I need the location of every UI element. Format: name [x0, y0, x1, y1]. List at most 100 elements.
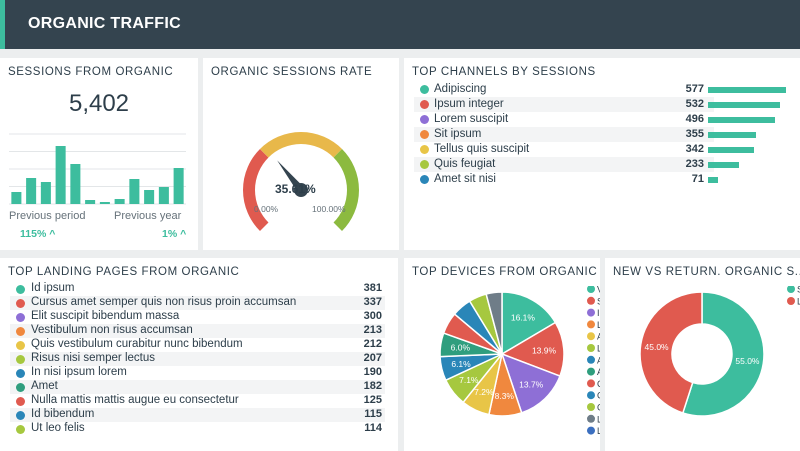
- row-stripe: [10, 408, 385, 422]
- newret-panel: NEW VS RETURN. ORGANIC S... 55.0% 45.0% SL: [605, 258, 800, 451]
- landing-value: 114: [364, 422, 382, 434]
- gauge-band: [259, 132, 343, 158]
- legend-label: A: [597, 332, 600, 342]
- pie-slice: [501, 291, 557, 356]
- gauge-hub: [294, 183, 308, 197]
- landing-label: Amet: [31, 380, 58, 392]
- channel-dot: [420, 100, 429, 109]
- pie-label: 7.2%: [474, 387, 494, 397]
- sessions-value: 5,402: [68, 90, 130, 117]
- pie-slice: [485, 291, 503, 355]
- legend-dot: [587, 367, 595, 376]
- previous-period-label: Previous period: [9, 210, 86, 222]
- landing-label: Id bibendum: [31, 408, 95, 420]
- pie-label: 6.1%: [451, 359, 471, 369]
- landing-label: Elit suscipit bibendum massa: [31, 310, 180, 322]
- landing-label: Cursus amet semper quis non risus proin …: [31, 296, 297, 308]
- landing-value: 381: [363, 282, 382, 294]
- channel-dot: [420, 160, 429, 169]
- landing-value: 337: [363, 296, 382, 308]
- session-bar: [26, 178, 37, 204]
- channel-label: Ipsum integer: [434, 98, 504, 110]
- dashboard-title: ORGANIC TRAFFIC: [28, 15, 181, 32]
- legend-label: I: [597, 308, 600, 318]
- channel-value: 233: [685, 158, 704, 170]
- pie-label: 13.7%: [519, 379, 544, 389]
- legend-label: L: [597, 426, 600, 436]
- session-bar: [40, 182, 51, 204]
- newret-title: NEW VS RETURN. ORGANIC S...: [613, 266, 800, 278]
- session-bar: [70, 164, 81, 204]
- legend-dot: [787, 286, 795, 293]
- landing-dot: [16, 396, 25, 406]
- legend-dot: [587, 414, 595, 423]
- legend-label: L: [597, 320, 600, 330]
- channel-dot: [420, 145, 429, 154]
- devices-panel: TOP DEVICES FROM ORGANIC 16.1% 13.9% 13.7%…: [404, 258, 600, 451]
- landing-dot: [16, 326, 25, 336]
- rate-min-label: 0.00%: [254, 204, 279, 214]
- legend-dot: [587, 391, 595, 400]
- gauge-band: [333, 148, 359, 232]
- dashboard-header: ORGANIC TRAFFIC: [0, 0, 800, 49]
- legend-label: C: [597, 391, 600, 401]
- row-stripe: [414, 97, 714, 112]
- landing-title: TOP LANDING PAGES FROM ORGANIC: [8, 266, 240, 278]
- rate-gauge: [243, 132, 359, 232]
- landing-dot: [16, 340, 25, 350]
- session-bar: [173, 168, 184, 204]
- landing-value: 125: [363, 394, 382, 406]
- channel-label: Quis feugiat: [434, 158, 496, 170]
- legend-label: A: [597, 367, 600, 377]
- legend-label: C: [597, 379, 600, 389]
- landing-dot: [16, 368, 25, 378]
- pie-label: 13.9%: [532, 345, 557, 355]
- legend-dot: [587, 379, 595, 388]
- landing-dot: [16, 298, 25, 308]
- legend-label: L: [597, 344, 600, 354]
- channel-bar: [708, 147, 755, 153]
- row-stripe: [10, 296, 385, 310]
- landing-dot: [16, 382, 25, 392]
- legend-dot: [587, 426, 595, 435]
- legend-label: L: [797, 297, 800, 307]
- session-bar: [99, 202, 110, 204]
- channel-dot: [420, 85, 429, 94]
- channel-bar: [708, 162, 740, 168]
- legend-label: V: [597, 286, 600, 295]
- gauge-band: [243, 148, 269, 232]
- channel-dot: [420, 175, 429, 184]
- channels-panel: TOP CHANNELS BY SESSIONS Adipiscing 577 Ip…: [404, 58, 800, 250]
- pie-label: 16.1%: [511, 312, 536, 322]
- chevron-up-icon: ^: [180, 228, 187, 240]
- channel-bar: [708, 132, 756, 138]
- legend-dot: [587, 286, 595, 293]
- pie-label: 6.0%: [451, 343, 471, 353]
- landing-label: In nisi ipsum lorem: [31, 366, 127, 378]
- landing-value: 190: [363, 366, 382, 378]
- sessions-bar-chart: [9, 133, 186, 205]
- previous-year-label: Previous year: [114, 210, 182, 222]
- channel-bar: [708, 177, 718, 183]
- legend-dot: [587, 332, 595, 341]
- landing-value: 115: [364, 408, 382, 420]
- channel-dot: [420, 115, 429, 124]
- legend-dot: [787, 297, 795, 305]
- devices-pie-chart: 16.1%13.9%13.7%8.3%7.2%7.1%6.1%6.0%VSILA…: [439, 286, 600, 436]
- legend-label: C: [597, 403, 600, 413]
- rate-title: ORGANIC SESSIONS RATE: [211, 66, 373, 78]
- channel-label: Tellus quis suscipit: [434, 143, 530, 155]
- channel-label: Sit ipsum: [434, 128, 482, 140]
- channel-bar: [708, 117, 776, 123]
- landing-dot: [16, 354, 25, 364]
- legend-dot: [587, 308, 595, 317]
- sessions-title: SESSIONS FROM ORGANIC: [8, 66, 174, 78]
- legend-dot: [587, 403, 595, 411]
- row-stripe: [10, 352, 385, 366]
- landing-dot: [16, 424, 25, 434]
- landing-dot: [16, 312, 25, 322]
- landing-label: Vestibulum non risus accumsan: [31, 324, 193, 336]
- rate-panel: ORGANIC SESSIONS RATE 35.61% 0.00% 100.0…: [203, 58, 399, 250]
- session-bar: [158, 187, 169, 204]
- previous-year-change: 1% ^: [162, 228, 187, 240]
